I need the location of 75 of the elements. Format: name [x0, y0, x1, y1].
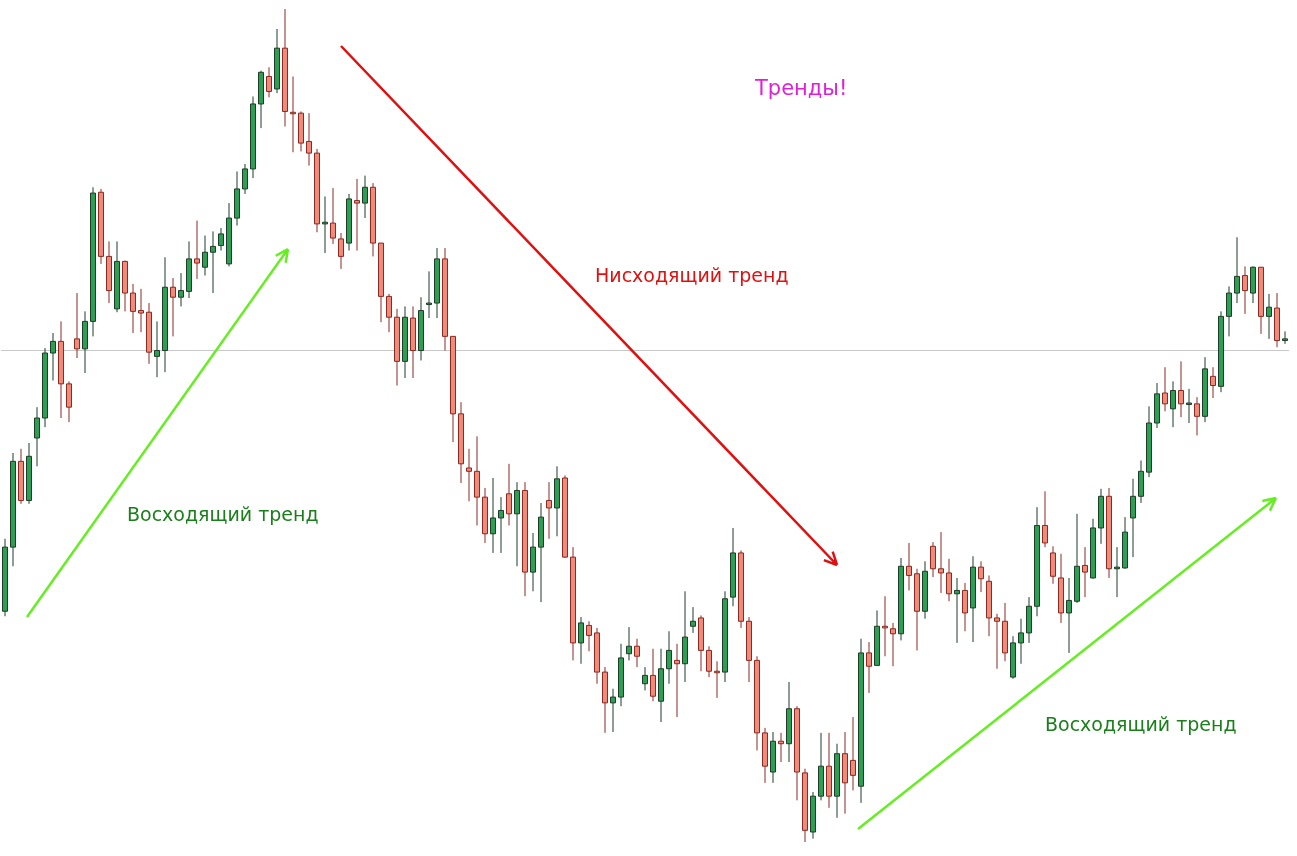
candlestick: [1266, 293, 1272, 340]
candlestick: [74, 292, 80, 359]
candlestick: [1042, 490, 1048, 548]
candlestick: [938, 531, 944, 594]
candlestick: [946, 558, 952, 602]
candlestick: [578, 616, 584, 665]
candlestick: [1114, 546, 1120, 598]
candlestick: [962, 582, 968, 632]
candlestick: [610, 688, 616, 733]
candlestick: [1242, 265, 1248, 315]
candlestick: [242, 163, 248, 195]
candlestick: [194, 220, 200, 280]
candlestick: [674, 643, 680, 718]
candlestick: [1194, 396, 1200, 436]
candlestick: [354, 178, 360, 252]
candlestick: [330, 187, 336, 245]
candlestick: [978, 560, 984, 593]
candlestick: [650, 648, 656, 702]
candlestick: [154, 320, 160, 378]
candlestick: [1226, 285, 1232, 337]
candlestick: [1282, 330, 1288, 345]
candlestick: [34, 406, 40, 467]
candlestick: [490, 477, 496, 554]
candlestick: [906, 542, 912, 591]
candlestick: [1234, 236, 1240, 304]
candlestick: [170, 277, 176, 337]
candlestick: [706, 645, 712, 678]
candlestick: [1082, 546, 1088, 598]
annotation: Восходящий тренд: [1045, 712, 1237, 735]
candlestick: [1130, 478, 1136, 558]
candlestick: [1186, 388, 1192, 424]
candlestick: [466, 448, 472, 502]
candlestick: [626, 626, 632, 661]
candlestick: [306, 112, 312, 167]
candlestick: [1210, 366, 1216, 399]
candlestick: [850, 716, 856, 791]
candlestick: [882, 595, 888, 657]
candlestick: [178, 272, 184, 307]
candlestick: [426, 270, 432, 319]
candlestick: [1066, 577, 1072, 654]
candlestick: [66, 380, 72, 423]
candlestick: [498, 496, 504, 554]
candlestick: [586, 620, 592, 652]
candlestick: [642, 666, 648, 691]
candlestick: [202, 235, 208, 277]
candlestick: [1050, 545, 1056, 585]
candlestick: [690, 606, 696, 634]
candlestick: [138, 288, 144, 333]
candlestick: [890, 622, 896, 667]
candlestick: [266, 66, 272, 98]
candlestick: [1018, 618, 1024, 665]
candlestick: [954, 577, 960, 644]
candlestick: [50, 332, 56, 382]
candlestick: [514, 481, 520, 567]
candlestick: [338, 232, 344, 270]
candlestick: [634, 638, 640, 668]
text: Тренды!: [754, 75, 848, 100]
candlestick: [666, 630, 672, 685]
candlestick: [362, 175, 368, 219]
candlestick: [994, 613, 1000, 670]
annotation: Восходящий тренд: [127, 502, 319, 525]
candlestick: [386, 293, 392, 333]
annotation: Нисходящий тренд: [595, 263, 789, 286]
candlestick: [930, 541, 936, 578]
candlestick: [322, 195, 328, 254]
candlestick: [506, 463, 512, 526]
candlestick: [546, 481, 552, 540]
candlestick: [1170, 380, 1176, 428]
candlestick: [866, 641, 872, 694]
candlestick: [130, 283, 136, 334]
candlestick: [218, 227, 224, 252]
candlestick: [210, 230, 216, 294]
candlestick: [1178, 360, 1184, 418]
candlestick: [1162, 366, 1168, 412]
candlestick: [778, 732, 784, 763]
